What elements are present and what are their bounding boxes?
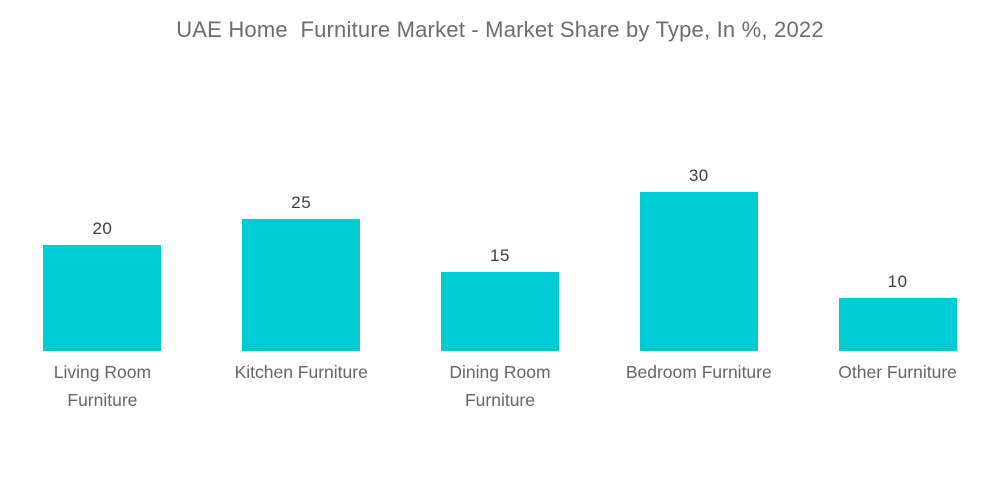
category-label-kitchen-furniture: Kitchen Furniture <box>234 362 368 382</box>
bar-group-living-room-furniture: 20 <box>3 130 202 351</box>
bar-bedroom-furniture <box>639 192 758 351</box>
bar-group-bedroom-furniture: 30 <box>599 130 798 351</box>
bar-group-dining-room-furniture: 15 <box>401 130 600 351</box>
bar-value-label: 20 <box>92 219 113 238</box>
bar-value-label: 15 <box>490 245 510 265</box>
category-labels-row: Living Room Furniture Kitchen Furniture … <box>3 358 997 414</box>
bar-value-label: 10 <box>887 272 908 291</box>
bar-group-other-furniture: 10 <box>798 130 997 351</box>
bar-other-furniture <box>838 298 957 351</box>
category-label-other-furniture: Other Furniture <box>838 362 957 382</box>
category-label-dining-room-furniture: Dining Room Furniture <box>449 362 551 410</box>
bar-kitchen-furniture <box>242 218 361 351</box>
plot-area: 20 25 15 30 10 <box>3 130 997 351</box>
bar-dining-room-furniture <box>440 271 559 351</box>
category-label-living-room-furniture: Living Room Furniture <box>53 362 152 410</box>
chart-title: UAE Home Furniture Market - Market Share… <box>176 17 824 42</box>
bar-group-kitchen-furniture: 25 <box>202 130 401 351</box>
bar-value-label: 30 <box>688 166 709 185</box>
bar-value-label: 25 <box>291 192 312 212</box>
category-label-bedroom-furniture: Bedroom Furniture <box>625 362 772 382</box>
bar-living-room-furniture <box>43 245 162 351</box>
